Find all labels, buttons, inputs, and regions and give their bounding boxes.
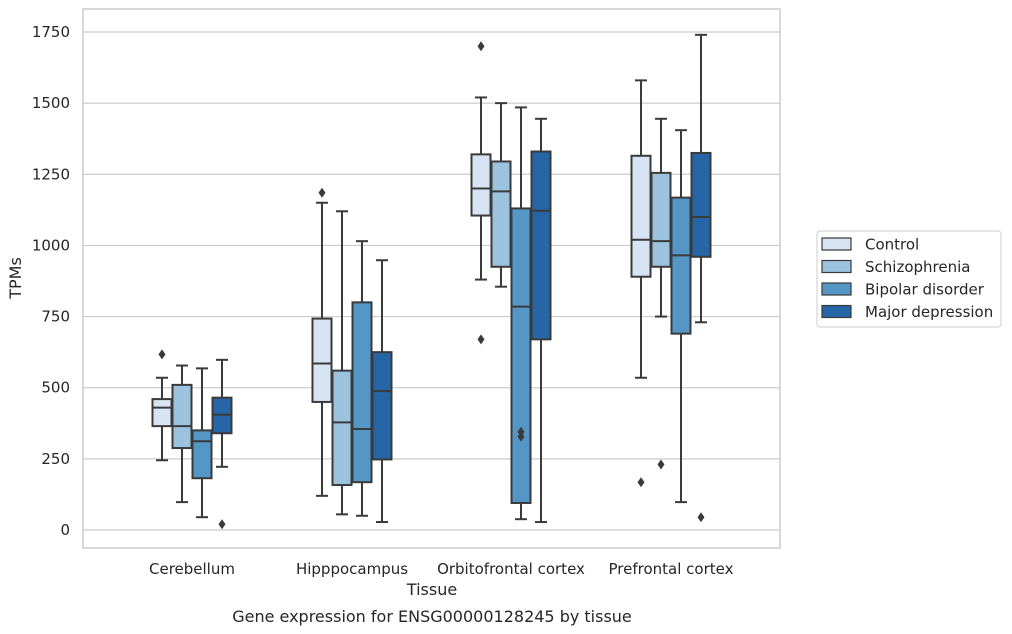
plot-frame [82, 8, 781, 549]
x-axis-ticks: Cerebellum Hipppocampus Orbitofrontal cort… [149, 560, 734, 578]
box [331, 369, 353, 487]
y-tick-label: 1000 [32, 236, 70, 254]
y-tick-label: 500 [41, 379, 70, 397]
box [351, 301, 373, 484]
legend-frame [816, 230, 1002, 328]
box-group [171, 364, 193, 504]
legend-label: Major depression [865, 303, 993, 321]
y-tick-label: 250 [41, 450, 70, 468]
box-group [151, 349, 173, 462]
legend-label: Control [865, 236, 919, 254]
box [510, 207, 532, 504]
y-axis-ticks: 0 250 500 750 1000 1250 1500 1750 [32, 23, 70, 539]
box [470, 153, 492, 217]
box-group [530, 117, 552, 524]
x-axis-label: Tissue [406, 580, 457, 599]
legend-swatch [821, 304, 852, 319]
y-tick-label: 0 [60, 521, 70, 539]
box [650, 171, 672, 268]
x-tick-label: Hipppocampus [296, 560, 408, 578]
box [630, 154, 652, 278]
x-tick-label: Orbitofrontal cortex [437, 560, 585, 578]
y-tick-label: 1500 [32, 94, 70, 112]
box [490, 160, 512, 268]
legend-swatch [821, 282, 852, 296]
box [151, 398, 173, 428]
box-group [331, 210, 353, 516]
box-group [490, 102, 512, 288]
y-axis-label: TPMs [6, 257, 25, 300]
outlier-point [697, 512, 705, 523]
boxes [151, 33, 712, 530]
outlier-point [477, 334, 485, 345]
legend-swatch [821, 237, 852, 251]
box [191, 429, 213, 480]
box-group [670, 129, 692, 504]
box [171, 383, 193, 450]
box-group [510, 106, 532, 521]
x-tick-label: Prefrontal cortex [609, 560, 734, 578]
box-group [470, 41, 492, 345]
outlier-point [218, 519, 226, 530]
outlier-point [158, 349, 166, 360]
outlier-point [517, 431, 525, 442]
box [371, 351, 393, 461]
box [670, 196, 692, 335]
box-group [690, 33, 712, 523]
x-tick-label: Cerebellum [149, 560, 235, 578]
outlier-point [318, 187, 326, 198]
y-tick-label: 750 [41, 308, 70, 326]
box-group [371, 259, 393, 524]
legend: Control Schizophrenia Bipolar disorder Majo… [816, 230, 1002, 328]
box-group [211, 358, 233, 530]
y-tick-label: 1750 [32, 23, 70, 41]
legend-label: Schizophrenia [865, 258, 970, 276]
outlier-point [477, 41, 485, 52]
box-group [311, 187, 333, 497]
legend-swatch [821, 259, 852, 274]
y-tick-label: 1250 [32, 165, 70, 183]
box [311, 317, 333, 403]
box [530, 150, 552, 341]
outlier-point [657, 459, 665, 470]
chart-caption: Gene expression for ENSG00000128245 by t… [232, 607, 632, 626]
box [690, 151, 712, 258]
box-group [351, 240, 373, 517]
outlier-point [637, 477, 645, 488]
legend-label: Bipolar disorder [865, 281, 985, 299]
box-group [191, 367, 213, 519]
